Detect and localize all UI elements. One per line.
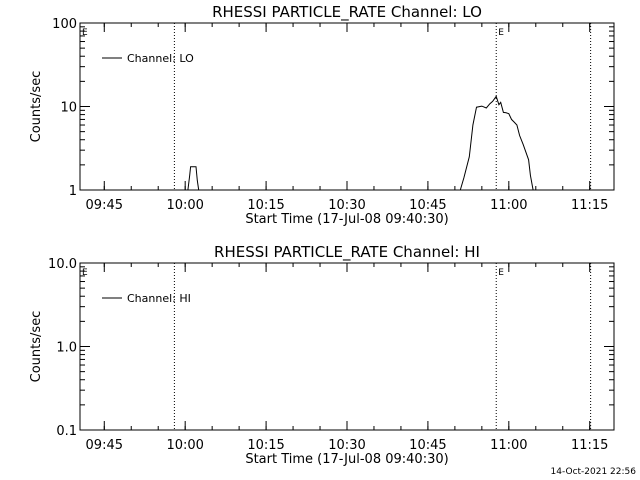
x-axis-label: Start Time (17-Jul-08 09:40:30) bbox=[245, 452, 448, 467]
plot-frame bbox=[79, 22, 615, 191]
footer-timestamp: 14-Oct-2021 22:56 bbox=[550, 467, 636, 477]
x-tick-label: 10:00 bbox=[166, 198, 203, 213]
x-tick-label: 11:15 bbox=[571, 438, 608, 453]
event-label: E bbox=[498, 268, 504, 278]
y-tick-label: 1 bbox=[69, 184, 77, 199]
x-tick-label: 10:30 bbox=[328, 438, 365, 453]
legend-label: Channel: HI bbox=[127, 292, 191, 305]
plot-frame bbox=[79, 262, 615, 431]
event-label: E bbox=[498, 28, 504, 38]
chart-title: RHESSI PARTICLE_RATE Channel: LO bbox=[212, 3, 482, 22]
x-tick-label: 09:45 bbox=[86, 438, 123, 453]
x-tick-label: 11:00 bbox=[490, 438, 527, 453]
series-line bbox=[459, 95, 534, 191]
y-tick-label: 0.1 bbox=[56, 424, 77, 439]
y-tick-label: 100 bbox=[52, 17, 77, 32]
y-tick-label: 10 bbox=[60, 101, 77, 116]
x-tick-label: 10:00 bbox=[166, 438, 203, 453]
y-tick-label: 10.0 bbox=[48, 257, 77, 272]
x-tick-label: 11:00 bbox=[490, 198, 527, 213]
x-tick-label: 10:45 bbox=[409, 438, 446, 453]
x-tick-label: 10:45 bbox=[409, 198, 446, 213]
x-axis-label: Start Time (17-Jul-08 09:40:30) bbox=[245, 212, 448, 227]
series-line bbox=[187, 166, 200, 191]
x-tick-label: 10:30 bbox=[328, 198, 365, 213]
legend-label: Channel: LO bbox=[127, 52, 194, 65]
x-tick-label: 11:15 bbox=[571, 198, 608, 213]
x-tick-label: 10:15 bbox=[247, 198, 284, 213]
chart-title: RHESSI PARTICLE_RATE Channel: HI bbox=[214, 243, 480, 262]
event-label: E bbox=[82, 28, 88, 38]
y-axis-label: Counts/sec bbox=[29, 71, 44, 143]
y-tick-label: 1.0 bbox=[56, 341, 77, 356]
y-axis-label: Counts/sec bbox=[29, 311, 44, 383]
x-tick-label: 10:15 bbox=[247, 438, 284, 453]
event-label: E bbox=[82, 268, 88, 278]
x-tick-label: 09:45 bbox=[86, 198, 123, 213]
